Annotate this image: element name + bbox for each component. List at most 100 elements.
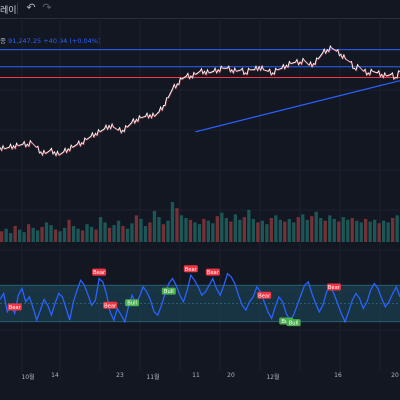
volume-bar-88 [395, 215, 399, 242]
redo-arrow-icon[interactable]: ↷ [42, 1, 52, 14]
volume-bar-80 [359, 222, 363, 242]
x-tick-6: 12월 [266, 374, 280, 381]
volume-bar-71 [319, 218, 323, 242]
volume-bar-20 [89, 226, 94, 242]
legend-price: 91,247.25 [8, 37, 42, 45]
signal-text-3: Bull [127, 301, 137, 307]
volume-bar-44 [197, 224, 202, 242]
volume-bar-83 [373, 219, 377, 242]
volume-bar-74 [332, 218, 336, 242]
signal-text-6: Bear [207, 270, 220, 276]
volume-bar-6 [27, 224, 31, 242]
volume-bar-61 [274, 215, 278, 242]
volume-bar-23 [103, 222, 107, 242]
time-axis: 10월 14 23 11월 11 20 12월 16 20 [0, 372, 400, 400]
volume-bar-48 [215, 216, 219, 242]
volume-bar-19 [85, 224, 89, 242]
volume-bar-63 [283, 221, 287, 242]
volume-bar-77 [346, 219, 350, 242]
legend-symbol: 종 [0, 37, 6, 45]
signal-text-5: Bear [185, 267, 198, 273]
volume-bar-66 [296, 217, 300, 242]
signal-label-2: Bear [103, 301, 118, 309]
volume-bar-25 [112, 225, 116, 242]
signal-badge-10 [326, 283, 341, 291]
signal-badge-7 [257, 291, 272, 299]
volume-bar-72 [323, 220, 327, 242]
volume-bar-35 [157, 217, 161, 242]
volume-bar-29 [130, 223, 134, 242]
trendline [195, 80, 400, 133]
volume-bar-18 [80, 230, 85, 242]
signal-badge-5 [183, 265, 198, 273]
volume-bar-59 [265, 224, 269, 242]
volume-bar-43 [193, 222, 197, 242]
volume-bar-16 [71, 226, 76, 242]
x-tick-0: 10월 [21, 374, 35, 381]
volume-bar-8 [36, 230, 40, 242]
volume-bar-78 [350, 218, 354, 242]
volume-bar-76 [341, 217, 345, 242]
undo-arrow-icon[interactable]: ↶ [26, 1, 36, 14]
signal-label-3: Bull [125, 299, 140, 307]
trendline-layer [195, 80, 400, 133]
signal-badge-4 [161, 287, 176, 295]
volume-bar-2 [9, 233, 13, 242]
volume-bar-82 [368, 221, 372, 242]
volume-bar-39 [175, 208, 179, 242]
x-tick-7: 16 [334, 372, 342, 379]
signal-badge-6 [205, 268, 220, 276]
volume-bar-68 [305, 219, 309, 242]
price-series-shadow-0 [0, 46, 400, 158]
x-tick-3: 11월 [146, 374, 160, 381]
volume-bar-85 [382, 220, 386, 242]
volume-bar-9 [40, 226, 44, 242]
signal-label-4: Bull [161, 287, 176, 295]
volume-bar-64 [287, 218, 291, 242]
volume-bar-3 [13, 226, 17, 242]
volume-bar-32 [143, 226, 148, 242]
volume-bar-17 [76, 228, 80, 242]
volume-bar-51 [229, 221, 233, 242]
volume-bar-55 [247, 210, 251, 242]
x-tick-5: 20 [227, 372, 235, 379]
volume-bar-12 [53, 229, 58, 242]
volume-bar-81 [364, 218, 368, 242]
volume-bar-87 [391, 218, 395, 242]
volume-bar-27 [121, 226, 125, 242]
volume-bar-28 [125, 228, 130, 242]
signal-badge-2 [103, 301, 118, 309]
x-tick-1: 14 [51, 372, 59, 379]
top-toolbar: 레이 ↶ ↷ [0, 0, 400, 19]
volume-bar-53 [238, 219, 242, 242]
volume-bar-26 [116, 220, 121, 242]
volume-bar-15 [67, 219, 71, 242]
volume-bar-22 [98, 217, 103, 242]
volume-bar-4 [18, 229, 22, 242]
volume-bar-5 [22, 232, 26, 242]
volume-bar-36 [161, 224, 166, 242]
volume-bar-65 [292, 222, 296, 242]
volume-bar-47 [211, 223, 215, 242]
volume-bar-52 [233, 214, 237, 242]
volume-bar-79 [355, 220, 359, 242]
volume-bar-24 [107, 227, 112, 242]
signal-text-9: Bull [289, 321, 299, 327]
volume-bar-11 [49, 225, 53, 242]
volume-bar-42 [188, 219, 193, 242]
signal-text-1: Bear [93, 270, 106, 276]
volume-bar-21 [94, 229, 98, 242]
signal-label-0: Bear [7, 303, 22, 311]
signal-text-2: Bear [104, 303, 117, 309]
signal-text-7: Bear [258, 293, 271, 299]
signal-badge-0 [7, 303, 22, 311]
volume-bar-46 [206, 220, 210, 242]
volume-bar-70 [314, 211, 318, 242]
volume-bar-86 [386, 222, 390, 242]
volume-bar-73 [328, 215, 332, 242]
volume-panel [0, 202, 399, 242]
volume-bar-41 [184, 218, 188, 242]
volume-bar-60 [269, 218, 273, 242]
